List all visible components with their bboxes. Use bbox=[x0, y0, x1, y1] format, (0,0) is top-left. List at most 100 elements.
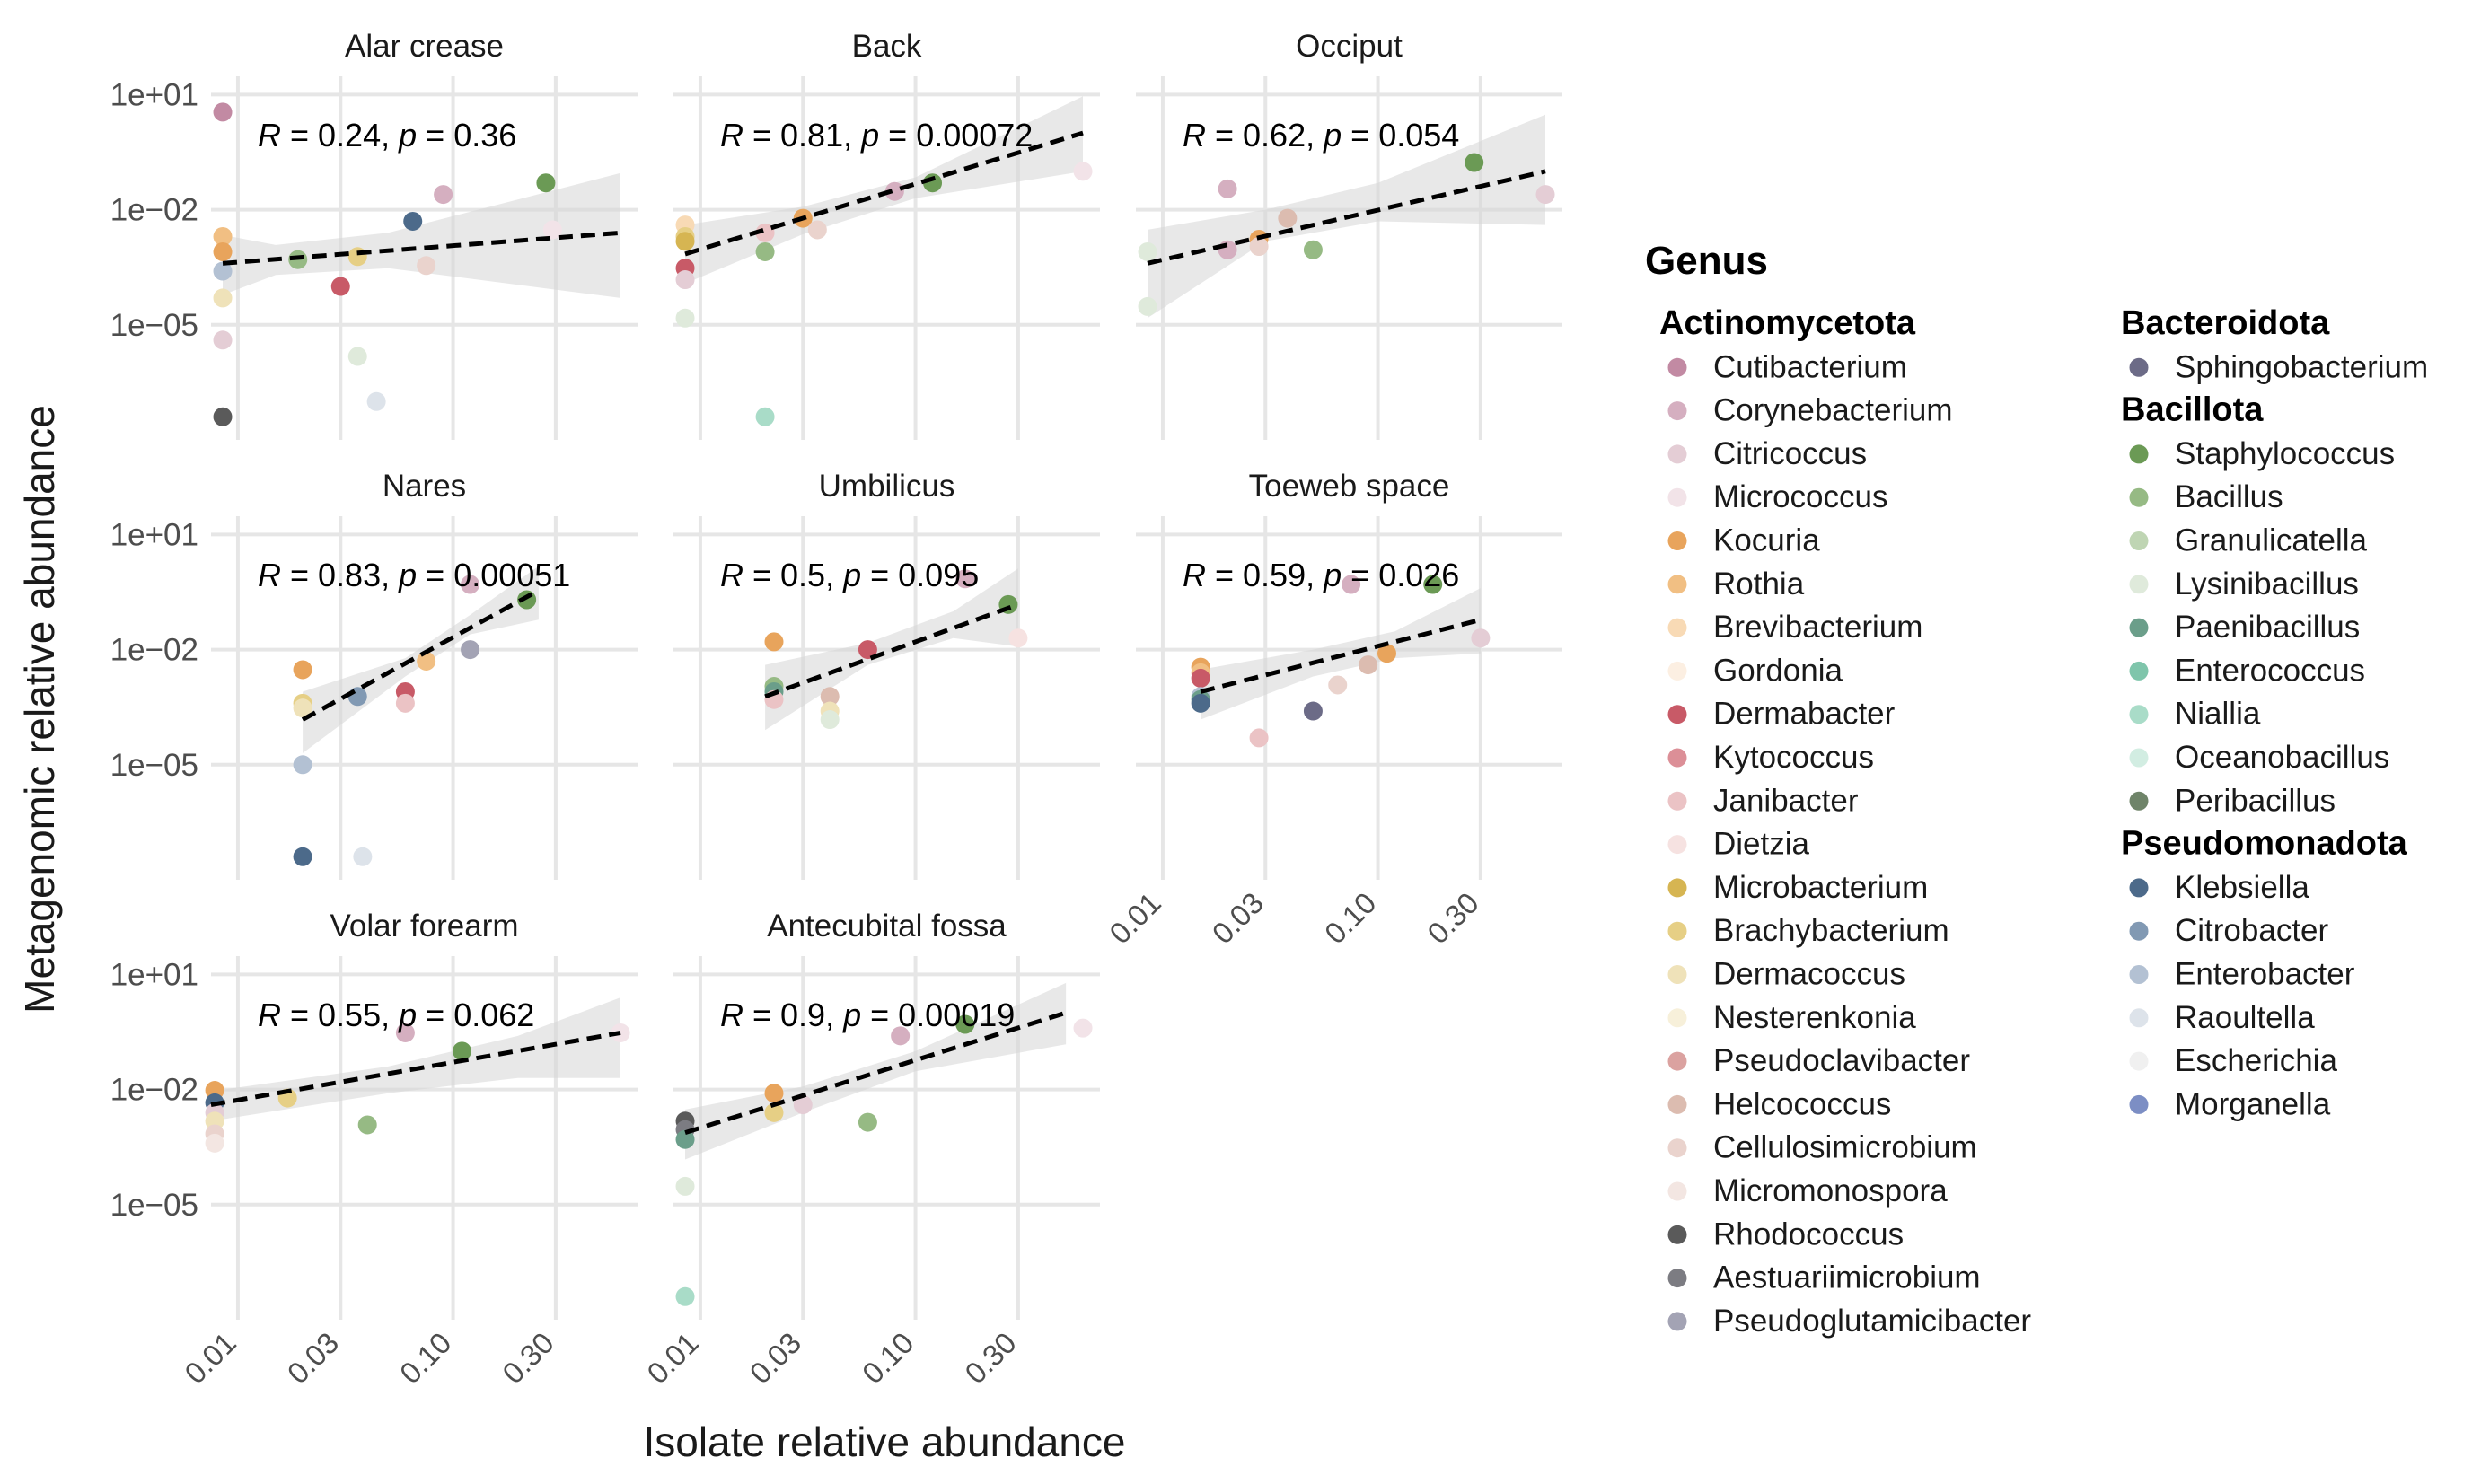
data-point bbox=[1191, 668, 1210, 688]
correlation-annotation: R = 0.81, p = 0.00072 bbox=[720, 117, 1033, 154]
data-point bbox=[357, 1115, 377, 1135]
legend-label: Pseudoclavibacter bbox=[1713, 1043, 1970, 1078]
legend-label: Morganella bbox=[2175, 1086, 2331, 1121]
data-point bbox=[764, 1084, 784, 1103]
axes: Metagenomic relative abundance Isolate r… bbox=[16, 405, 1126, 1465]
legend-label: Enterococcus bbox=[2175, 653, 2365, 688]
data-point bbox=[675, 270, 695, 290]
legend-label: Gordonia bbox=[1713, 653, 1843, 688]
legend-swatch bbox=[1667, 748, 1687, 768]
x-tick-label: 0.01 bbox=[640, 1326, 705, 1391]
y-tick-label: 1e−05 bbox=[110, 748, 198, 783]
y-tick-label: 1e−02 bbox=[110, 633, 198, 668]
y-tick-label: 1e−02 bbox=[110, 1073, 198, 1108]
legend-label: Klebsiella bbox=[2175, 870, 2309, 905]
data-point bbox=[417, 256, 436, 276]
legend-label: Brachybacterium bbox=[1713, 913, 1949, 948]
data-point bbox=[820, 687, 840, 707]
y-tick-label: 1e−05 bbox=[110, 1188, 198, 1223]
legend-swatch bbox=[2129, 487, 2149, 507]
legend-swatch bbox=[1667, 705, 1687, 724]
data-point bbox=[434, 185, 453, 205]
facet-title: Toeweb space bbox=[1249, 469, 1450, 504]
legend-swatch bbox=[1667, 1094, 1687, 1114]
x-tick-label: 0.30 bbox=[958, 1326, 1023, 1391]
data-point bbox=[1278, 208, 1298, 228]
data-point bbox=[891, 1026, 911, 1046]
facet-panel: Antecubital fossa 0.01 0.03 0.10 0.30 R = 0.9… bbox=[640, 909, 1100, 1390]
data-point bbox=[1535, 185, 1555, 205]
data-point bbox=[793, 1095, 813, 1115]
data-point bbox=[353, 847, 373, 866]
legend-swatch bbox=[1667, 1269, 1687, 1288]
legend-label: Helcococcus bbox=[1713, 1086, 1891, 1121]
data-point bbox=[213, 330, 233, 350]
legend-label: Oceanobacillus bbox=[2175, 740, 2389, 775]
data-point bbox=[293, 660, 312, 680]
data-point bbox=[1303, 240, 1323, 259]
legend-swatch bbox=[1667, 531, 1687, 550]
y-tick-label: 1e+01 bbox=[110, 77, 198, 112]
data-point bbox=[675, 1129, 695, 1149]
data-point bbox=[1073, 162, 1093, 181]
x-tick-label: 0.01 bbox=[178, 1326, 242, 1391]
correlation-annotation: R = 0.5, p = 0.095 bbox=[720, 557, 979, 593]
data-point bbox=[213, 102, 233, 122]
x-tick-label: 0.03 bbox=[743, 1326, 808, 1391]
data-point bbox=[1138, 296, 1157, 316]
legend-swatch bbox=[1667, 618, 1687, 637]
confidence-band bbox=[223, 172, 620, 298]
data-point bbox=[675, 232, 695, 251]
data-point bbox=[1138, 241, 1157, 261]
legend-swatch bbox=[1667, 1008, 1687, 1028]
data-point bbox=[213, 261, 233, 281]
data-point bbox=[536, 173, 556, 193]
legend-label: Sphingobacterium bbox=[2175, 349, 2428, 384]
facet-title: Back bbox=[852, 29, 922, 64]
data-point bbox=[675, 308, 695, 328]
legend-swatch bbox=[1667, 791, 1687, 811]
legend-label: Rhodococcus bbox=[1713, 1216, 1904, 1251]
x-tick-label: 0.30 bbox=[1421, 886, 1485, 951]
legend-swatch bbox=[1667, 878, 1687, 898]
correlation-annotation: R = 0.55, p = 0.062 bbox=[258, 997, 534, 1033]
data-point bbox=[417, 651, 436, 671]
legend-swatch bbox=[2129, 575, 2149, 594]
data-point bbox=[542, 220, 562, 240]
legend-swatch bbox=[2129, 705, 2149, 724]
legend-label: Nesterenkonia bbox=[1713, 1000, 1916, 1035]
legend-label: Dermabacter bbox=[1713, 697, 1896, 732]
regression-line bbox=[210, 1031, 621, 1108]
legend-swatch bbox=[1667, 835, 1687, 855]
legend-label: Raoultella bbox=[2175, 1000, 2315, 1035]
legend-label: Aestuariimicrobium bbox=[1713, 1260, 1981, 1295]
legend-label: Lysinibacillus bbox=[2175, 566, 2359, 602]
data-point bbox=[461, 575, 480, 594]
data-point bbox=[205, 1133, 224, 1153]
data-point bbox=[858, 640, 877, 660]
legend-label: Kytococcus bbox=[1713, 740, 1874, 775]
legend-group-heading: Actinomycetota bbox=[1659, 304, 1916, 342]
data-point bbox=[293, 755, 312, 775]
data-point bbox=[1008, 628, 1028, 648]
data-point bbox=[293, 847, 312, 866]
legend-label: Citrobacter bbox=[2175, 913, 2329, 948]
legend-label: Dermacoccus bbox=[1713, 957, 1905, 992]
facet-panel: Nares 1e−05 1e−02 1e+01 R = 0.83, p = 0.0005… bbox=[110, 469, 638, 880]
genus-legend: Genus Actinomycetota Cutibacterium Coryneb… bbox=[1645, 239, 2428, 1339]
legend-group-heading: Bacillota bbox=[2121, 391, 2264, 429]
legend-swatch bbox=[1667, 1051, 1687, 1071]
legend-label: Microbacterium bbox=[1713, 870, 1928, 905]
legend-swatch bbox=[1667, 1138, 1687, 1158]
legend-group-heading: Pseudomonadota bbox=[2121, 825, 2408, 863]
facet-panel: Umbilicus R = 0.5, p = 0.095 bbox=[673, 469, 1100, 880]
legend-swatch bbox=[1667, 661, 1687, 681]
legend-swatch bbox=[1667, 575, 1687, 594]
legend-swatch bbox=[2129, 661, 2149, 681]
data-point bbox=[755, 407, 775, 426]
legend-swatch bbox=[1667, 444, 1687, 464]
legend-label: Rothia bbox=[1713, 566, 1805, 602]
data-point bbox=[764, 1102, 784, 1122]
data-point bbox=[1191, 693, 1210, 713]
